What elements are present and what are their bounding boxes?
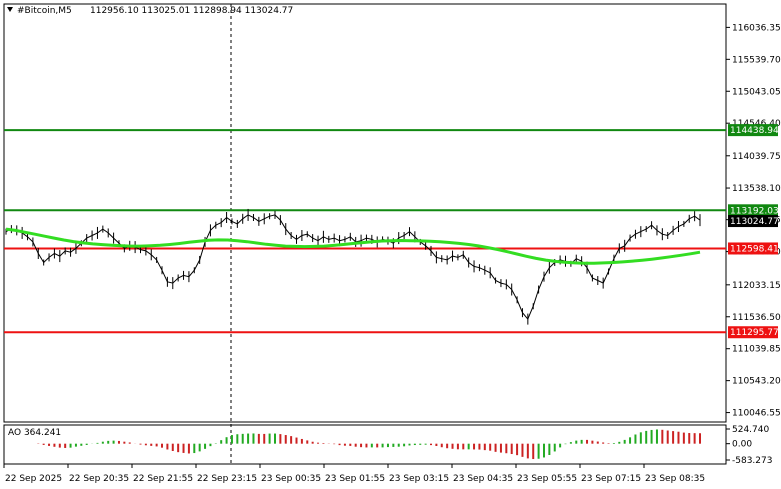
- level-price-label: 114438.94: [730, 126, 779, 136]
- x-axis-tick-label: 23 Sep 00:35: [261, 474, 321, 484]
- level-price-tag: [728, 204, 778, 217]
- chart-ohlc-readout: 112956.10 113025.01 112898.94 113024.77: [90, 6, 293, 16]
- x-axis-tick-label: 23 Sep 05:55: [517, 474, 577, 484]
- ao-axis-tick-label: -583.273: [732, 456, 772, 466]
- current-price-label: 113024.77: [730, 217, 779, 227]
- ao-indicator-label: AO 364.241: [8, 428, 61, 438]
- x-axis-tick-label: 22 Sep 23:15: [197, 474, 257, 484]
- level-price-label: 113192.03: [730, 206, 779, 216]
- moving-average-line: [5, 227, 701, 265]
- dropdown-triangle-icon[interactable]: [7, 7, 13, 12]
- ao-axis-tick-label: 0.00: [732, 440, 752, 450]
- x-axis-tick-label: 22 Sep 2025: [5, 474, 62, 484]
- x-axis-tick-label: 23 Sep 07:15: [581, 474, 641, 484]
- ao-plot-area[interactable]: [3, 424, 727, 465]
- x-axis-tick-label: 22 Sep 21:55: [133, 474, 193, 484]
- x-axis-tick-label: 23 Sep 01:55: [325, 474, 385, 484]
- level-price-tag: [728, 242, 778, 255]
- x-axis-tick-label: 23 Sep 03:15: [389, 474, 449, 484]
- y-axis-tick-label: 115043.05: [732, 87, 781, 97]
- current-price-tag: [728, 215, 778, 228]
- y-axis-tick-label: 112033.15: [732, 281, 781, 291]
- y-axis-tick-label: 110046.55: [732, 409, 781, 419]
- y-axis-tick-label: 113538.10: [732, 184, 781, 194]
- y-axis-tick-label: 115539.70: [732, 55, 781, 65]
- main-plot-area[interactable]: [3, 3, 727, 423]
- x-axis-tick-label: 23 Sep 08:35: [645, 474, 705, 484]
- y-axis-tick-label: 111039.85: [732, 345, 781, 355]
- x-axis-tick-label: 22 Sep 20:35: [69, 474, 129, 484]
- x-axis-tick-label: 23 Sep 04:35: [453, 474, 513, 484]
- level-price-tag: [728, 124, 778, 137]
- chart-symbol-title: #Bitcoin,M5: [17, 6, 72, 16]
- y-axis-tick-label: 116036.35: [732, 23, 781, 33]
- ao-axis-tick-label: 524.740: [732, 425, 769, 435]
- y-axis-tick-label: 111536.50: [732, 313, 781, 323]
- y-axis-tick-label: 114039.75: [732, 152, 781, 162]
- y-axis-tick-label: 110543.20: [732, 377, 781, 387]
- level-price-label: 111295.77: [730, 328, 779, 338]
- level-price-label: 112598.41: [730, 244, 779, 254]
- level-price-tag: [728, 326, 778, 339]
